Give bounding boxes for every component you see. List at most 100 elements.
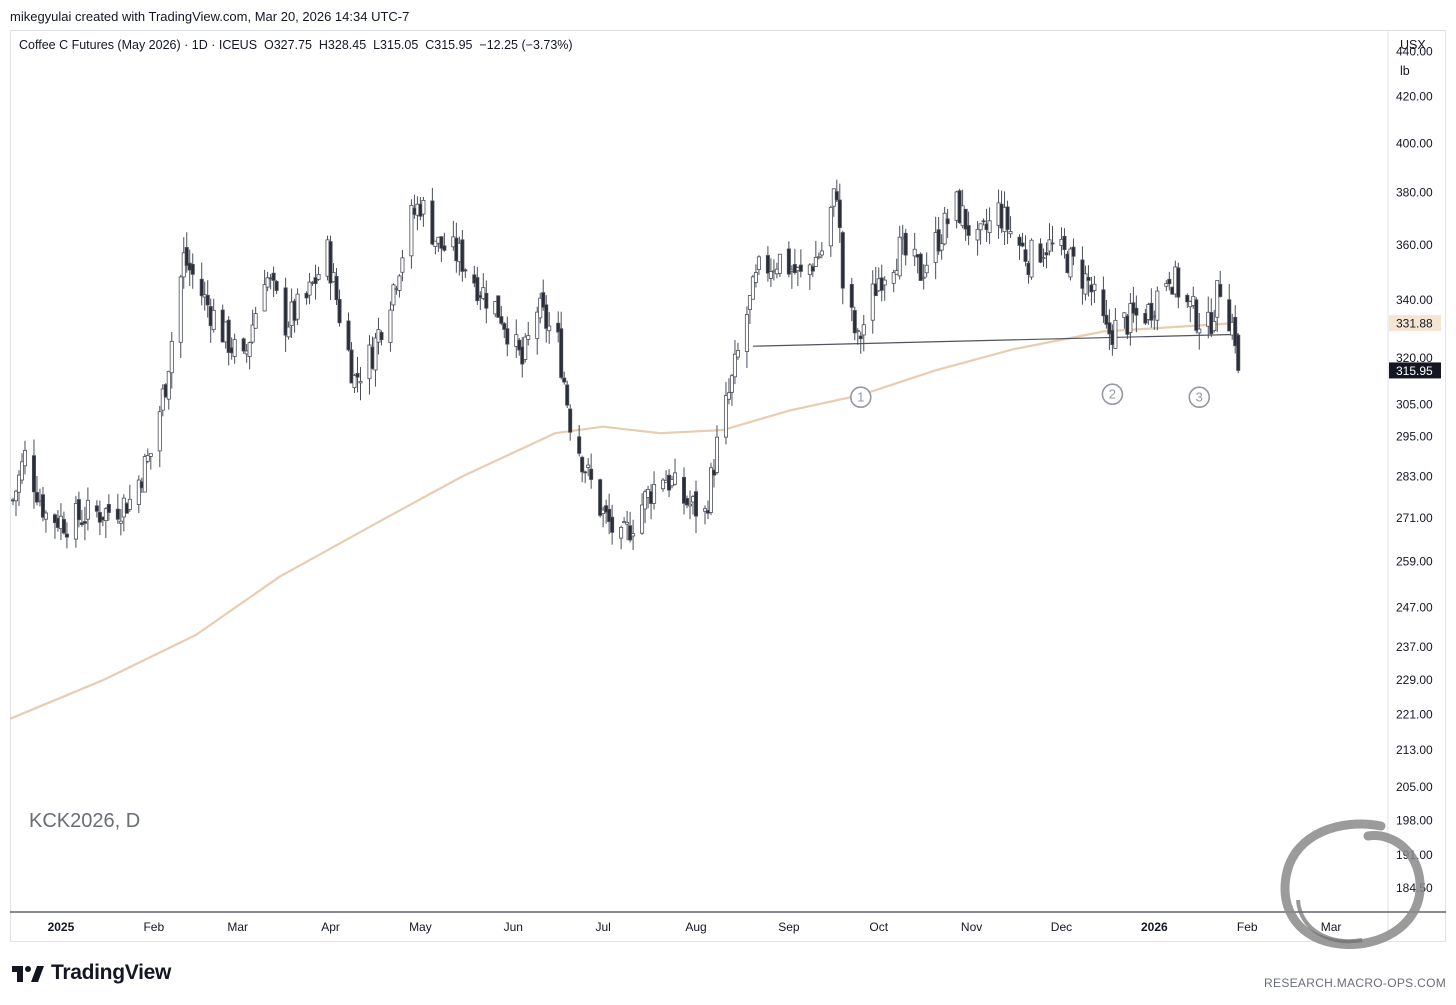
candle [556, 311, 561, 343]
candle [178, 274, 183, 358]
candle [358, 367, 363, 401]
candle [1218, 270, 1223, 298]
candle [702, 505, 707, 525]
price-tick-label: 205.00 [1396, 780, 1433, 794]
candle [607, 493, 612, 535]
candle [559, 311, 564, 380]
candle [1008, 216, 1013, 238]
candle [247, 341, 252, 370]
last-price-label: 315.95 [1389, 362, 1441, 379]
candle [966, 211, 971, 246]
time-tick-label: Nov [961, 920, 982, 934]
candle [870, 270, 875, 334]
candle [523, 333, 528, 363]
price-tick-label: 420.00 [1396, 89, 1433, 103]
candle [661, 478, 666, 492]
candle [1086, 265, 1091, 297]
pattern-marker[interactable]: 2 [1101, 383, 1124, 406]
unit-label[interactable]: lb [1400, 64, 1410, 78]
candle [1176, 262, 1181, 309]
candle [1149, 288, 1154, 328]
candle [1194, 297, 1199, 334]
candle [1071, 238, 1076, 266]
currency-label[interactable]: USX [1400, 38, 1426, 52]
candle [433, 240, 438, 255]
candle [897, 225, 902, 280]
candle [580, 455, 585, 483]
candle [682, 467, 687, 515]
pattern-marker-label: 2 [1109, 387, 1116, 402]
candle [694, 480, 699, 534]
candle [945, 208, 950, 238]
pattern-marker[interactable]: 1 [849, 386, 872, 409]
candle [726, 378, 731, 405]
candle [747, 294, 752, 325]
time-axis[interactable]: 2025 Feb Mar Apr May Jun Jul Aug Sep Oct Nov Dec 202… [48, 920, 1342, 934]
candle [768, 258, 773, 287]
pattern-marker[interactable]: 3 [1188, 386, 1211, 409]
candle [855, 328, 860, 345]
price-tick-label: 283.00 [1396, 469, 1433, 483]
candle [439, 236, 444, 262]
candle [463, 268, 468, 278]
symbol-legend: Coffee C Futures (May 2026) · 1D · ICEUS… [19, 38, 573, 52]
candle [400, 249, 405, 282]
time-tick-label: May [409, 920, 432, 934]
candle [241, 337, 246, 354]
time-tick-label: Aug [685, 920, 706, 934]
candle [304, 291, 309, 305]
candle [786, 241, 791, 278]
candle [1044, 242, 1049, 269]
candle [379, 330, 384, 346]
candle [76, 491, 81, 528]
candle [777, 253, 782, 278]
candle [1047, 223, 1052, 256]
pattern-marker-label: 1 [857, 390, 864, 405]
candle [484, 280, 489, 324]
price-tick-label: 237.00 [1396, 640, 1433, 654]
time-tick-label: Mar [227, 920, 248, 934]
candle [625, 510, 630, 541]
candle [103, 507, 108, 538]
candle [1083, 265, 1088, 301]
candle [631, 519, 636, 551]
macro-ops-seal-icon [1280, 819, 1425, 949]
candle [858, 331, 863, 354]
price-axis[interactable]: 440.00 420.00 400.00 380.00 360.00 340.00 320.… [1396, 45, 1433, 896]
candle [828, 205, 833, 257]
candle [735, 342, 740, 361]
price-tick-label: 340.00 [1396, 293, 1433, 307]
candle [22, 440, 27, 475]
candle [837, 183, 842, 243]
candle [942, 206, 947, 246]
candle [232, 333, 237, 364]
candle [265, 271, 270, 292]
candle [924, 252, 929, 278]
price-tick-label: 440.00 [1396, 45, 1433, 59]
candle [115, 493, 120, 524]
candle [85, 487, 90, 531]
candle [547, 312, 552, 344]
candle [903, 228, 908, 266]
candle [861, 314, 866, 352]
candle [34, 476, 39, 506]
price-tick-label: 213.00 [1396, 743, 1433, 757]
candle [1062, 228, 1067, 259]
price-tick-label: 320.00 [1396, 351, 1433, 365]
candle [732, 340, 737, 385]
candle [286, 321, 291, 340]
candle [94, 500, 99, 518]
candle [840, 230, 845, 305]
chart-credit: mikegyulai created with TradingView.com,… [10, 9, 410, 24]
moving-average-layer [9, 322, 1236, 720]
candle [1050, 226, 1055, 252]
tradingview-logo[interactable]: TradingView [11, 961, 171, 985]
candle [852, 306, 857, 341]
price-labels: 331.88 315.95 [1389, 315, 1441, 379]
candle [499, 306, 504, 326]
time-tick-label: Mar [1321, 920, 1342, 934]
candle [882, 276, 887, 301]
price-tick-label: 380.00 [1396, 186, 1433, 200]
candle [891, 269, 896, 293]
